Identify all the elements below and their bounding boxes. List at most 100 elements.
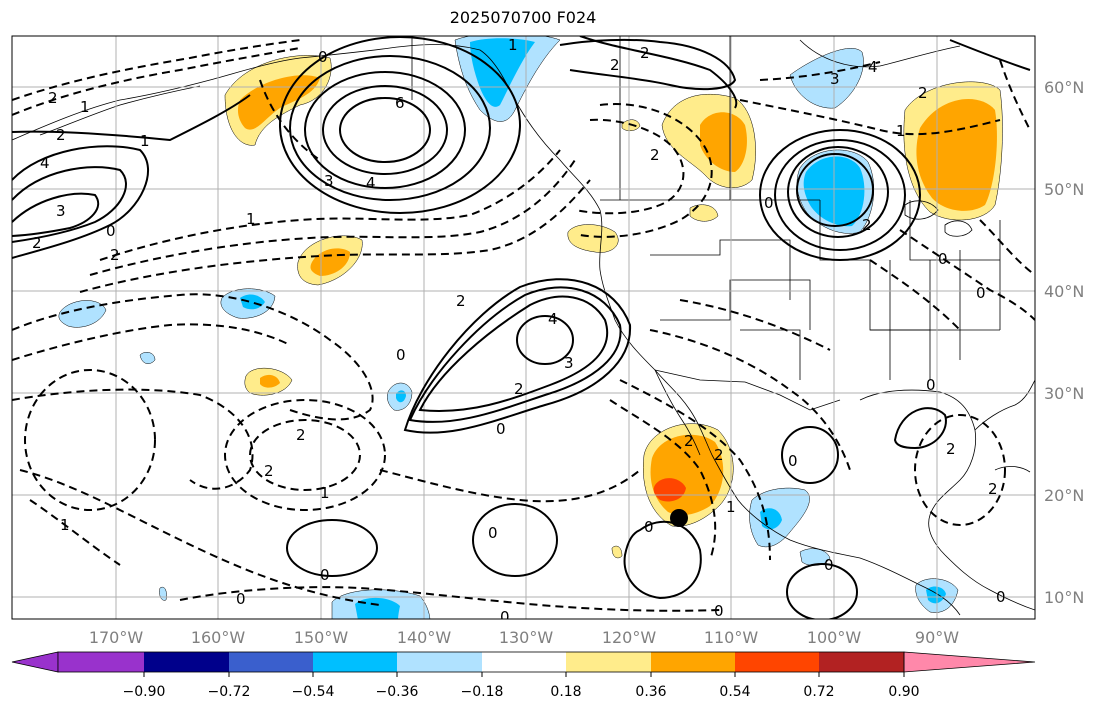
colorbar-swatch — [58, 652, 144, 672]
lon-label: 120°W — [602, 628, 657, 647]
contour-label: 4 — [366, 174, 376, 192]
contour-line — [472, 503, 558, 577]
contour-label: 1 — [246, 210, 256, 228]
contour-line — [224, 399, 386, 511]
great-lakes — [904, 200, 973, 237]
contour-line — [679, 299, 831, 351]
caribbean-island — [994, 466, 1031, 473]
colorbar-tick-label: −0.18 — [461, 684, 504, 700]
contour-label: 2 — [684, 432, 694, 450]
contour-line — [999, 59, 1031, 131]
contour-line — [781, 426, 839, 484]
positive-anomaly-shading — [567, 224, 619, 253]
contour-label: 0 — [644, 518, 654, 536]
colorbar-tick-label: 0.54 — [719, 684, 750, 700]
contour-label: 2 — [264, 462, 274, 480]
contour-line — [559, 38, 737, 91]
state-line — [660, 279, 811, 330]
contour-line — [579, 103, 713, 238]
contour-label: 1 — [896, 122, 906, 140]
contour-line — [796, 153, 874, 227]
colorbar-swatch — [313, 652, 397, 672]
contour-label: 2 — [514, 380, 524, 398]
lon-label: 170°W — [89, 628, 144, 647]
contour-line — [279, 36, 521, 214]
baja-california — [654, 369, 701, 456]
longitude-labels: 170°W 160°W 150°W 140°W 130°W 120°W 110°… — [89, 628, 959, 647]
lat-label: 60°N — [1044, 78, 1084, 97]
contour-line — [12, 388, 254, 490]
lat-label: 20°N — [1044, 486, 1084, 505]
lon-label: 100°W — [807, 628, 862, 647]
contour-label: 3 — [324, 172, 334, 190]
colorbar-max-extension — [903, 651, 1036, 673]
lon-label: 140°W — [397, 628, 452, 647]
florida-coast — [974, 379, 1035, 431]
colorbar-tick-label: −0.54 — [292, 684, 335, 700]
contour-label: 6 — [395, 94, 405, 112]
contour-label: 0 — [938, 250, 948, 268]
contour-label: 4 — [548, 310, 558, 328]
state-line — [650, 239, 791, 300]
lon-label: 110°W — [704, 628, 759, 647]
contour-label: 0 — [318, 48, 328, 66]
contour-label: 1 — [140, 132, 150, 150]
colorbar-swatch — [229, 652, 313, 672]
contour-label: 0 — [236, 590, 246, 608]
contour-label: 2 — [640, 44, 650, 62]
contour-line — [12, 293, 374, 421]
map-frame — [11, 35, 1036, 620]
contour-line — [739, 99, 1001, 136]
negative-anomaly-shading — [789, 48, 864, 109]
colorbar-tick-marks — [143, 672, 905, 677]
contour-label: 1 — [80, 98, 90, 116]
contour-label: 2 — [296, 426, 306, 444]
latitude-labels: 60°N 50°N 40°N 30°N 20°N 10°N — [1044, 78, 1084, 607]
contour-line — [516, 315, 574, 365]
contour-line — [759, 61, 881, 81]
contour-label: 0 — [106, 222, 116, 240]
hudson-bay-outline — [799, 39, 961, 68]
colorbar-swatch — [397, 652, 482, 672]
contour-label: 1 — [60, 516, 70, 534]
contour-label: 2 — [918, 84, 928, 102]
contour-line — [579, 36, 738, 109]
contour-line — [609, 399, 717, 561]
state-line — [870, 250, 1000, 380]
contour-label: 1 — [320, 484, 330, 502]
contour-line — [12, 192, 100, 237]
contour-label: 0 — [714, 602, 724, 620]
contour-label: 2 — [32, 234, 42, 252]
positive-anomaly-shading — [689, 204, 719, 222]
contour-line — [29, 499, 121, 566]
contour-label: 0 — [500, 608, 510, 626]
contour-label: 2 — [48, 89, 58, 107]
lat-label: 30°N — [1044, 384, 1084, 403]
contour-line — [869, 259, 961, 331]
colorbar-tick-label: −0.72 — [208, 684, 251, 700]
contour-line — [979, 219, 1035, 276]
state-line — [909, 200, 1001, 330]
contour-label: 0 — [764, 194, 774, 212]
contour-line — [623, 520, 702, 600]
storm-center-marker — [670, 509, 688, 527]
lon-label: 90°W — [915, 628, 959, 647]
negative-anomaly-shading — [799, 548, 831, 566]
colorbar-tick-label: 0.36 — [635, 684, 666, 700]
contour-label: 2 — [714, 446, 724, 464]
contour-line — [99, 149, 561, 261]
contour-line — [619, 379, 771, 561]
contour-label: 0 — [396, 346, 406, 364]
contour-label: 3 — [56, 202, 66, 220]
contour-label: 0 — [788, 452, 798, 470]
contour-line — [418, 295, 609, 412]
contour-label: 3 — [830, 70, 840, 88]
contour-line — [12, 39, 301, 101]
contour-label: 0 — [488, 524, 498, 542]
lon-label: 160°W — [191, 628, 246, 647]
negative-anomaly-shading — [139, 352, 156, 364]
contour-line — [249, 419, 361, 491]
contour-line — [289, 55, 491, 201]
contour-label: 1 — [726, 498, 736, 516]
